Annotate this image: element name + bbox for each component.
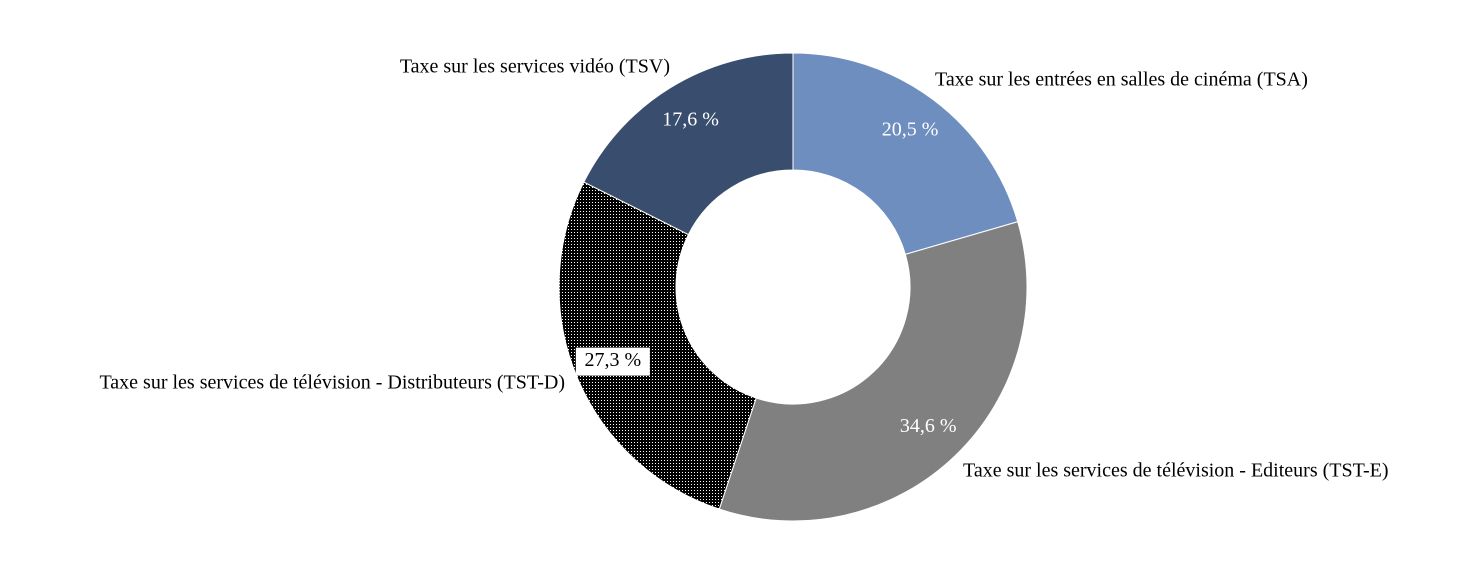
donut-slice [558,181,757,510]
value-label: 34,6 % [900,415,957,437]
value-label: 27,3 % [585,349,642,371]
donut-slice [792,52,1019,255]
category-label: Taxe sur les services vidéo (TSV) [400,56,670,78]
value-label: 20,5 % [882,119,939,141]
category-label: Taxe sur les services de télévision - Ed… [963,460,1389,482]
donut-slice [583,52,794,236]
donut-slice [718,221,1028,522]
value-label-bg [575,347,650,376]
value-label: 17,6 % [662,109,719,131]
category-label: Taxe sur les entrées en salles de cinéma… [935,69,1308,91]
category-label: Taxe sur les services de télévision - Di… [99,372,565,394]
